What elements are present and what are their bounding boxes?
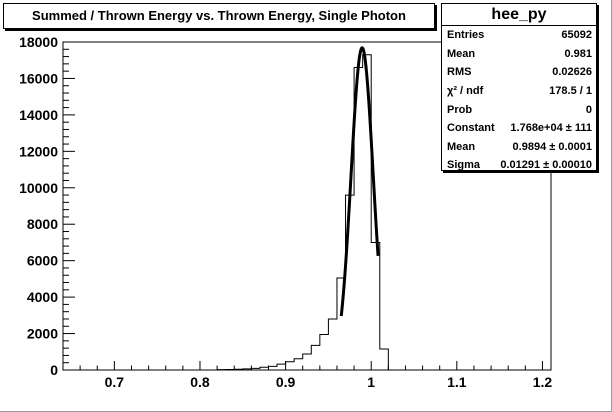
- stats-row-prob: Prob 0: [442, 100, 596, 119]
- y-tick-label: 4000: [27, 289, 58, 305]
- stats-value: 1.768e+04 ± 111: [510, 122, 592, 135]
- y-tick-label: 12000: [19, 143, 58, 159]
- stats-row-entries: Entries 65092: [442, 26, 596, 45]
- x-tick-label: 0.7: [105, 374, 125, 390]
- y-tick-label: 2000: [27, 326, 58, 342]
- stats-label: Constant: [447, 122, 495, 135]
- stats-label: Mean: [447, 47, 476, 60]
- y-tick-label: 6000: [27, 253, 58, 269]
- stats-value: 0.02626: [552, 66, 592, 79]
- stats-value: 178.5 / 1: [549, 85, 592, 98]
- stats-row-chi2: χ² / ndf 178.5 / 1: [442, 82, 596, 101]
- stats-label: RMS: [447, 66, 472, 79]
- x-tick-label: 1.1: [447, 374, 467, 390]
- stats-label: Prob: [447, 103, 473, 116]
- plot-frame: [62, 41, 552, 371]
- stats-value: 0.981: [564, 47, 592, 60]
- stats-label: χ² / ndf: [447, 85, 484, 98]
- stats-row-constant: Constant 1.768e+04 ± 111: [442, 119, 596, 138]
- stats-value: 65092: [561, 29, 592, 42]
- chart-title: Summed / Thrown Energy vs. Thrown Energy…: [32, 8, 406, 23]
- stats-row-fit-mean: Mean 0.9894 ± 0.0001: [442, 138, 596, 157]
- stats-title: hee_py: [442, 4, 596, 26]
- y-tick-label: 18000: [19, 34, 58, 50]
- stats-row-sigma: Sigma 0.01291 ± 0.00010: [442, 156, 596, 175]
- x-tick-label: 0.8: [190, 374, 210, 390]
- stats-row-rms: RMS 0.02626: [442, 63, 596, 82]
- stats-value: 0: [585, 103, 592, 116]
- y-tick-label: 8000: [27, 216, 58, 232]
- stats-label: Entries: [447, 29, 485, 42]
- x-tick-label: 1: [367, 374, 375, 390]
- y-tick-label: 14000: [19, 107, 58, 123]
- stats-row-mean: Mean 0.981: [442, 45, 596, 64]
- stats-box: hee_py Entries 65092 Mean 0.981 RMS 0.02…: [441, 3, 597, 171]
- y-tick-label: 0: [50, 362, 58, 378]
- x-tick-label: 0.9: [276, 374, 296, 390]
- histogram-series: [216, 54, 389, 371]
- chart-title-box: Summed / Thrown Energy vs. Thrown Energy…: [3, 3, 435, 29]
- stats-value: 0.9894 ± 0.0001: [512, 140, 592, 153]
- y-tick-label: 16000: [19, 70, 58, 86]
- y-tick-label: 10000: [19, 180, 58, 196]
- stats-label: Sigma: [447, 159, 481, 172]
- x-tick-label: 1.2: [533, 374, 553, 390]
- stats-label: Mean: [447, 140, 476, 153]
- gaussian-fit-curve: [339, 46, 380, 317]
- stats-value: 0.01291 ± 0.00010: [500, 159, 592, 172]
